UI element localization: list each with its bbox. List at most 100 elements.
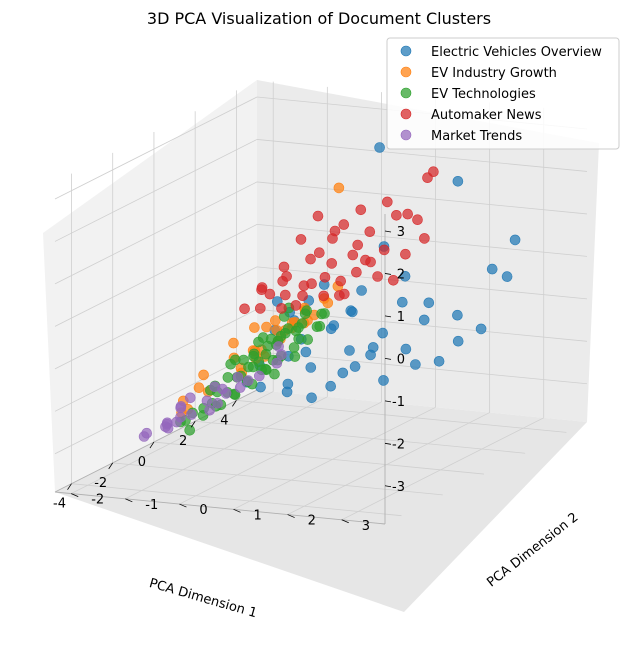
z-tick-mark [384,485,392,488]
data-point [333,182,345,194]
legend-marker [400,108,412,120]
data-point [318,290,330,302]
data-point [378,244,390,256]
data-point [337,367,349,379]
z-tick-mark [384,442,392,445]
grid-line-y-floor [287,412,490,515]
grid-line-z-left [54,181,258,285]
data-point [253,336,264,348]
z-tick-label: 2 [397,268,405,283]
y-tick-mark [71,493,79,497]
gridlines [54,81,588,521]
grid-line-z-left [54,96,258,200]
y-tick-label: 3 [362,519,370,534]
grid-line-z-back [256,266,588,300]
data-point [239,303,250,315]
data-point [290,300,302,311]
data-point [377,327,389,339]
z-tick-mark [384,315,392,318]
z-tick-mark [384,400,392,403]
data-point [297,290,308,302]
z-tick-label: -2 [392,437,405,452]
data-point [419,233,430,244]
legend-label: Electric Vehicles Overview [431,45,602,60]
z-tick-mark [384,273,392,275]
y-tick-mark [341,519,349,524]
y-tick-mark [125,498,133,503]
y-tick-mark [179,503,187,508]
x-tick-label: -4 [53,497,66,512]
data-point [225,358,236,370]
data-point [327,233,338,244]
x-tick-label: 4 [220,413,228,428]
grid-line-z-left [54,266,258,370]
y-axis-ticks: -2 -1 0 1 2 3 [71,493,370,534]
axes-3d [43,80,599,612]
data-point [242,375,254,386]
data-point [279,289,291,301]
y-axis-line [54,491,386,525]
y-tick-label: -1 [145,498,158,513]
data-point [289,351,301,362]
data-point [264,288,276,300]
grid-line-y-floor [233,406,436,510]
data-point [273,341,284,352]
x-axis-label: PCA Dimension 1 [147,576,258,621]
data-point [279,327,291,339]
data-point [186,409,197,420]
legend-label: EV Industry Growth [431,66,557,81]
legend-label: Automaker News [431,108,542,123]
grid-line-z-left [54,139,258,242]
data-point [486,263,498,275]
data-point [193,382,205,394]
data-point [326,258,338,269]
data-point [400,248,411,260]
y-tick-label: 0 [199,503,207,518]
data-point [418,314,430,326]
data-point [360,254,371,266]
x-tick-mark [149,441,155,449]
legend-label: EV Technologies [431,87,536,102]
grid-line-z-left [54,308,258,412]
data-point [300,346,312,358]
data-point [347,249,359,261]
data-point [325,380,337,392]
data-point [254,303,266,314]
data-point [305,253,316,265]
data-point [433,355,445,367]
data-point [201,395,213,407]
grid-line-y-floor [341,417,544,521]
grid-line-x-floor [71,483,402,517]
data-point [184,424,195,436]
data-point [269,368,280,380]
data-point [288,342,300,353]
data-point [282,378,294,390]
grid-line-x-floor [112,462,443,496]
pane-back [257,80,599,422]
y-axis-label: PCA Dimension 2 [484,510,581,590]
data-point [262,340,274,352]
data-point [198,369,209,381]
data-point [261,321,272,333]
grid-line-y-floor [179,401,382,505]
grid-line-y-floor [125,396,328,500]
data-point [295,234,307,245]
data-point [338,219,350,230]
data-point [387,274,399,286]
grid-line-z-left [54,224,258,327]
x-tick-mark [108,462,114,470]
grid-line-x-floor [236,400,567,433]
data-point [299,308,311,320]
data-point [452,176,464,187]
data-point [222,372,234,383]
data-point [335,275,347,287]
grid-line-x-floor [153,441,484,475]
data-point [313,247,325,258]
data-point [311,321,323,333]
data-point [452,335,464,347]
data-point [253,370,265,382]
data-point [391,210,402,221]
legend-marker [400,45,412,57]
data-point [381,196,393,208]
